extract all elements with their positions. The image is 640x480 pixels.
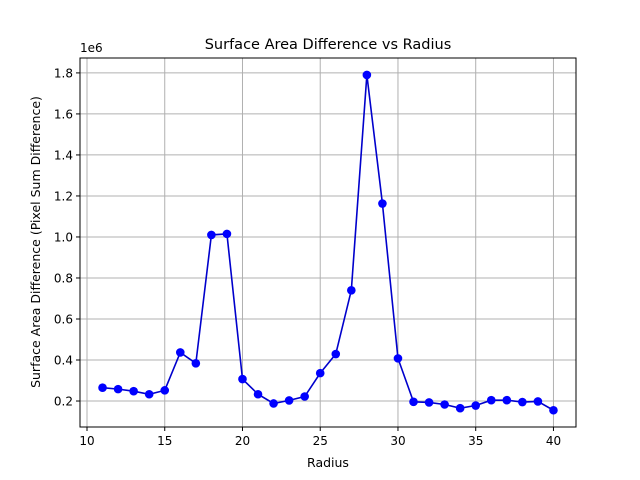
data-point [222,229,232,239]
data-point [98,383,107,392]
chart-title: Surface Area Difference vs Radius [205,37,452,53]
y-axis-ticks: 0.2 0.4 0.6 0.8 1.0 1.2 1.4 1.6 1.8 [54,66,80,409]
data-point [378,199,387,208]
data-series [98,70,558,415]
x-tick-label: 30 [390,434,405,448]
data-point [362,70,372,80]
grid [80,58,576,427]
data-point [331,349,341,359]
data-point [440,400,449,409]
y-tick-label: 1.4 [54,148,73,162]
data-point [175,348,185,357]
data-point [129,386,138,396]
data-point [315,368,325,378]
data-point [502,395,512,405]
x-tick-label: 20 [235,434,250,448]
x-axis-label: Radius [307,455,349,470]
data-point [518,397,527,407]
x-tick-label: 40 [546,434,561,448]
data-point [300,392,309,401]
data-point [144,389,154,399]
data-point [424,398,434,407]
data-point [393,354,403,363]
data-point [347,285,356,295]
y-tick-label: 1.8 [54,66,73,80]
data-point [207,230,216,240]
data-point [238,374,247,384]
x-tick-label: 35 [468,434,483,448]
y-tick-label: 0.2 [54,395,73,409]
data-point [113,384,123,394]
data-point [455,403,465,413]
data-point [253,389,263,399]
y-tick-label: 0.8 [54,271,73,285]
y-tick-label: 1.0 [54,230,73,244]
y-tick-label: 0.4 [54,354,73,368]
y-tick-label: 1.6 [54,107,73,121]
data-point [486,395,496,405]
data-point [160,386,170,395]
data-point [549,405,558,415]
data-point [269,399,278,408]
x-tick-label: 10 [79,434,94,448]
y-tick-label: 0.6 [54,312,73,326]
data-point [533,397,543,406]
data-point [471,401,481,410]
data-point [409,397,418,407]
y-tick-label: 1.2 [54,189,73,203]
data-point [191,358,201,368]
y-axis-label: Surface Area Difference (Pixel Sum Diffe… [28,96,43,388]
x-tick-label: 15 [157,434,172,448]
y-offset-label: 1e6 [80,41,103,55]
data-point [284,396,294,405]
x-axis-ticks: 10 15 20 25 30 35 40 [79,427,561,448]
x-tick-label: 25 [313,434,328,448]
plot-frame [79,57,577,428]
